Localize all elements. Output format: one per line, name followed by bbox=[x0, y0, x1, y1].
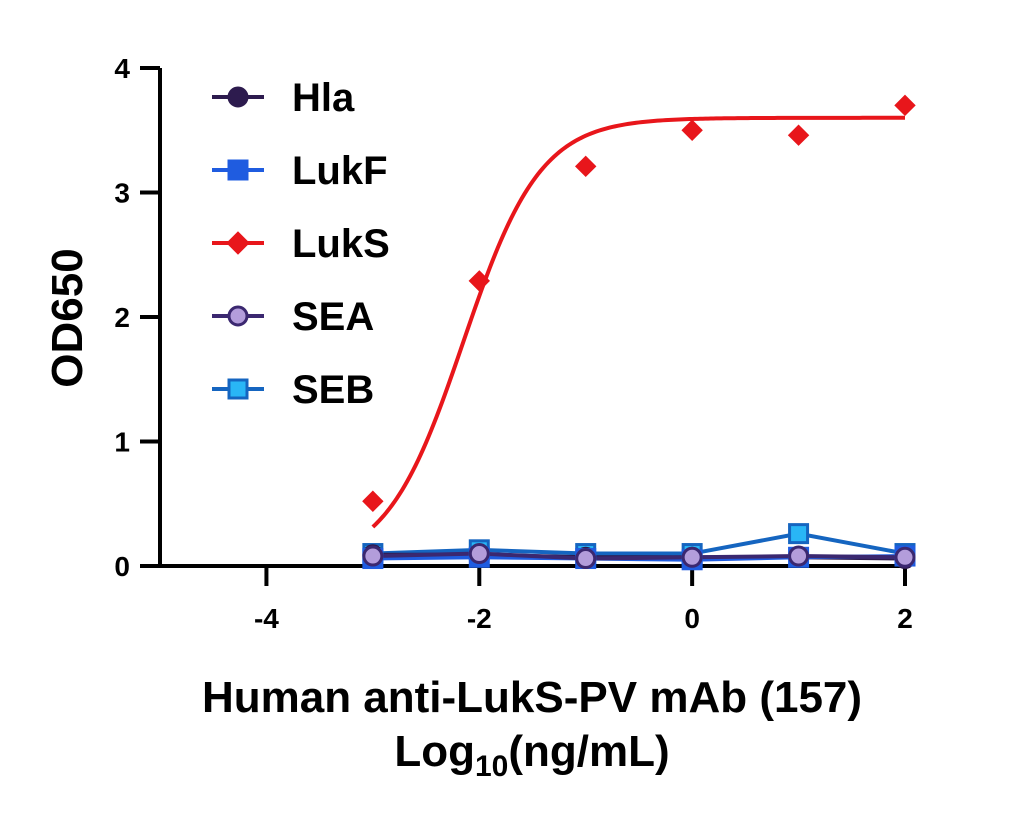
ticks: 0 1 2 3 4 -4 -2 0 2 bbox=[114, 53, 912, 634]
x-axis-title-units: (ng/mL) bbox=[508, 727, 669, 776]
x-axis-title-subscript: 10 bbox=[475, 750, 508, 783]
data-point bbox=[894, 546, 916, 568]
legend-marker bbox=[227, 378, 249, 400]
legend-label: LukF bbox=[292, 149, 388, 193]
y-tick-label: 0 bbox=[114, 551, 130, 582]
series-line bbox=[372, 551, 906, 561]
series-line bbox=[372, 531, 906, 556]
x-tick-label: -2 bbox=[467, 603, 492, 634]
series-layer bbox=[362, 94, 916, 571]
data-point bbox=[787, 124, 810, 146]
x-tick-label: -4 bbox=[254, 603, 279, 634]
legend-label: SEB bbox=[292, 368, 374, 412]
data-point bbox=[681, 546, 703, 568]
x-axis-title-log: Log bbox=[394, 727, 475, 776]
legend-label: SEA bbox=[292, 295, 374, 339]
data-point bbox=[362, 490, 384, 512]
legend-marker bbox=[227, 86, 249, 108]
legend: Hla LukF LukS SEA SEB bbox=[212, 76, 390, 412]
data-point bbox=[468, 270, 490, 292]
legend-item-lukf: LukF bbox=[212, 149, 388, 193]
series-seb bbox=[372, 531, 906, 556]
data-point bbox=[788, 523, 810, 545]
data-point bbox=[575, 548, 597, 570]
data-point bbox=[575, 155, 597, 178]
legend-item-seb: SEB bbox=[212, 368, 374, 412]
data-point bbox=[894, 94, 916, 117]
legend-marker bbox=[226, 231, 250, 255]
data-point bbox=[468, 543, 490, 565]
x-tick-label: 0 bbox=[684, 603, 700, 634]
y-tick-label: 3 bbox=[114, 178, 130, 209]
series-luks bbox=[362, 94, 916, 529]
legend-item-hla: Hla bbox=[212, 76, 355, 120]
legend-item-sea: SEA bbox=[212, 295, 374, 339]
data-point bbox=[362, 545, 384, 567]
legend-label: Hla bbox=[292, 76, 355, 120]
x-axis-title-line1: Human anti-LukS-PV mAb (157) bbox=[202, 673, 862, 722]
series-sea bbox=[372, 551, 906, 561]
legend-marker bbox=[227, 305, 249, 327]
legend-label: LukS bbox=[292, 222, 390, 266]
data-point bbox=[681, 119, 703, 141]
legend-item-luks: LukS bbox=[212, 222, 390, 266]
x-tick-label: 2 bbox=[897, 603, 913, 634]
x-axis-title-line2: Log10(ng/mL) bbox=[394, 727, 669, 783]
legend-marker bbox=[227, 159, 249, 181]
y-tick-label: 4 bbox=[114, 53, 130, 84]
y-axis-title: OD650 bbox=[43, 248, 92, 387]
y-tick-label: 2 bbox=[114, 302, 130, 333]
fit-curve bbox=[371, 115, 906, 529]
y-tick-label: 1 bbox=[114, 427, 130, 458]
series-sea-points bbox=[362, 543, 916, 570]
data-point bbox=[788, 545, 810, 567]
